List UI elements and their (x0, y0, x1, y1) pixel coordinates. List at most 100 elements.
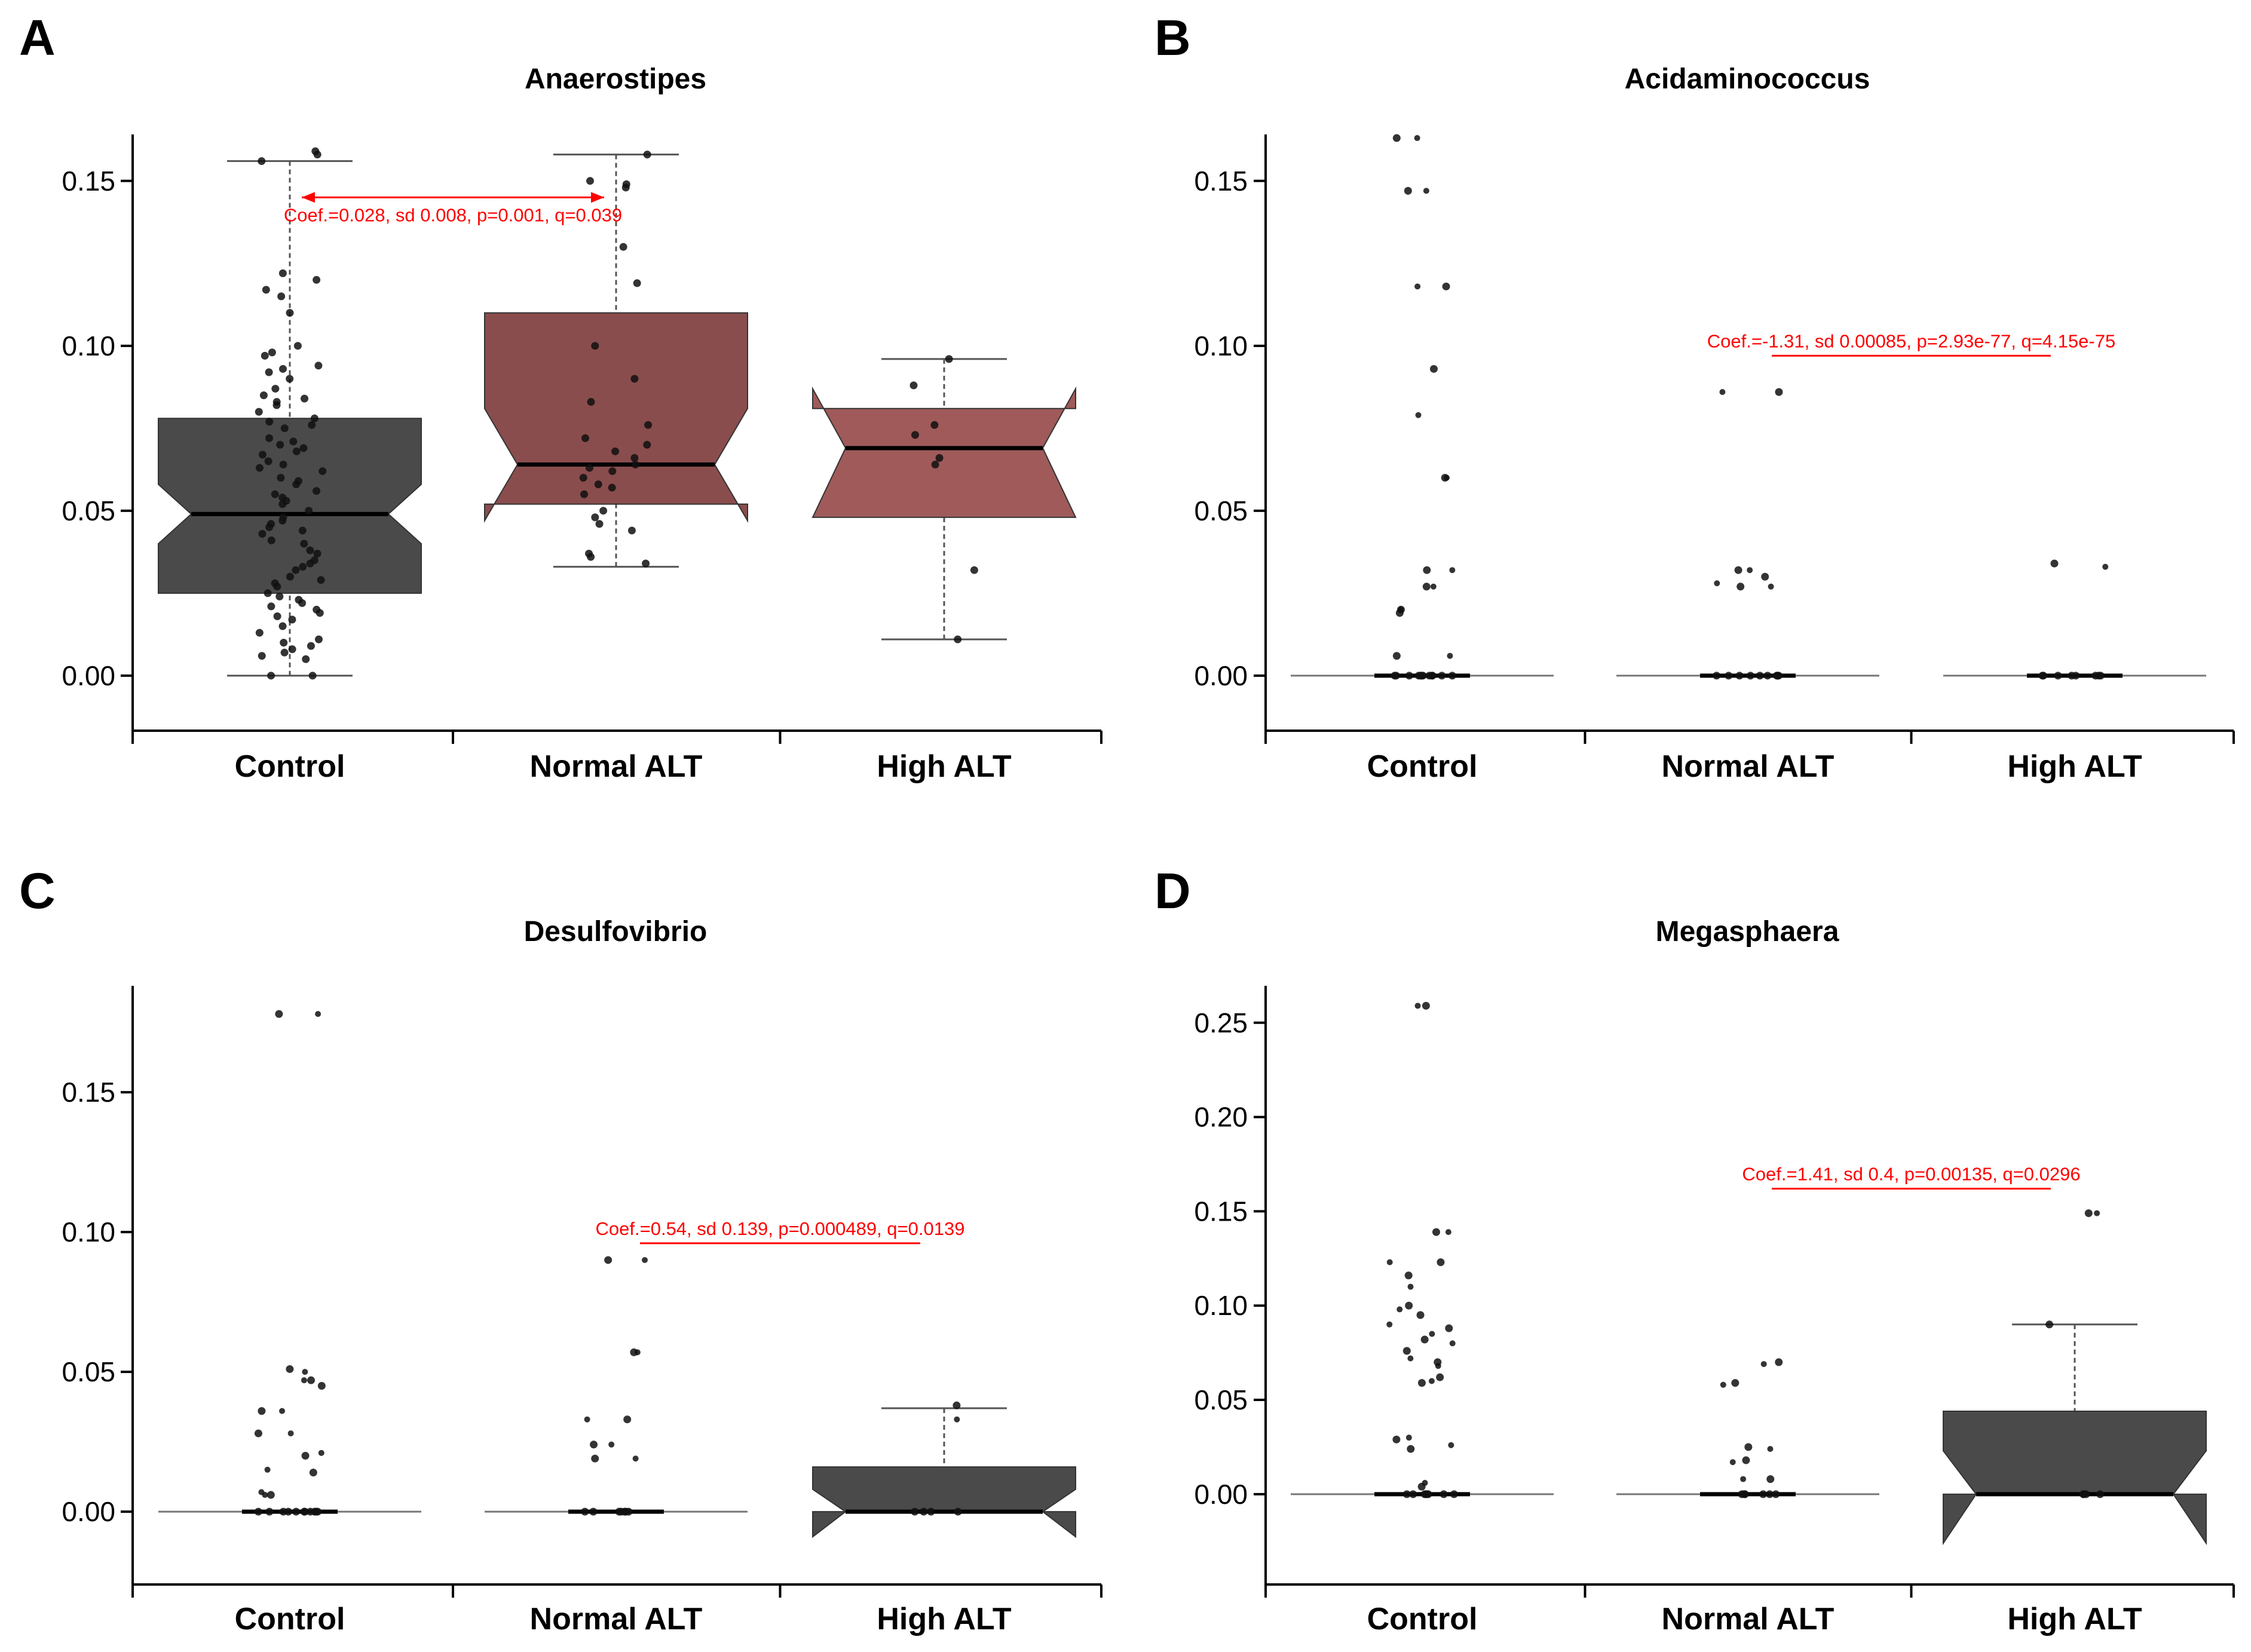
data-point (307, 1376, 316, 1384)
data-point (1417, 1379, 1426, 1387)
data-point (1450, 1490, 1458, 1498)
data-point (920, 1507, 928, 1516)
data-point (264, 1466, 271, 1473)
data-point (1414, 1003, 1421, 1009)
data-point (261, 351, 269, 360)
data-point (1763, 672, 1772, 680)
data-point (317, 1382, 326, 1390)
data-point (268, 348, 276, 357)
data-point (1437, 1258, 1445, 1267)
data-point (587, 398, 595, 406)
data-point (1744, 1443, 1753, 1451)
chart-title: Anaerostipes (525, 63, 706, 95)
data-point (306, 559, 314, 568)
data-point (298, 526, 307, 535)
data-point (276, 440, 284, 449)
data-point (1449, 567, 1456, 574)
data-point (1772, 672, 1781, 680)
data-point (258, 652, 266, 660)
data-point (1448, 1442, 1454, 1448)
data-point (1756, 672, 1764, 680)
data-point (586, 177, 594, 185)
data-point (262, 286, 270, 294)
data-point (1772, 1490, 1780, 1498)
data-point (254, 1429, 262, 1438)
data-point (594, 480, 602, 489)
data-point (935, 454, 944, 462)
data-point (1429, 1331, 1435, 1337)
data-point (1428, 1378, 1435, 1384)
data-point (595, 520, 604, 528)
data-point (262, 1492, 268, 1498)
data-point (1417, 1482, 1426, 1491)
data-point (1396, 1306, 1403, 1313)
x-category-label: High ALT (877, 749, 1012, 784)
data-point (911, 1507, 919, 1516)
data-point (271, 385, 280, 393)
data-point (255, 629, 264, 637)
panels: A Anaerostipes 0.00 0.05 0.10 0.15 Control Norm… (19, 10, 2235, 1636)
data-point (579, 474, 587, 482)
data-point (581, 1507, 589, 1516)
data-point (608, 1441, 615, 1448)
data-point (954, 1507, 962, 1516)
data-point (1407, 1355, 1414, 1362)
y-tick-label: 0.00 (1194, 660, 1248, 691)
data-point (1767, 1446, 1774, 1452)
data-point (1416, 1311, 1425, 1319)
data-point (2080, 1490, 2088, 1498)
x-category-label: Control (235, 1602, 345, 1636)
data-point (255, 464, 264, 472)
data-point (280, 424, 289, 433)
data-point (1768, 583, 1774, 590)
y-tick-label: 0.00 (62, 1496, 115, 1527)
data-point (275, 592, 284, 600)
data-point (1392, 134, 1401, 142)
data-point (970, 566, 978, 574)
data-point (1407, 1283, 1414, 1290)
y-tick-label: 0.15 (62, 165, 115, 197)
data-point (298, 599, 307, 607)
data-point (292, 566, 300, 574)
data-point (287, 1430, 294, 1437)
x-category-label: Control (1367, 749, 1478, 784)
data-point (1447, 652, 1453, 659)
data-point (1719, 389, 1726, 396)
data-point (265, 368, 273, 376)
data-point (299, 563, 307, 571)
data-point (258, 1407, 266, 1415)
x-category-label: Normal ALT (1662, 749, 1835, 784)
annotation-text: Coef.=1.41, sd 0.4, p=0.00135, q=0.0296 (1742, 1164, 2080, 1185)
data-point (1392, 652, 1401, 660)
data-point (1734, 566, 1742, 574)
data-point (1775, 1358, 1783, 1366)
data-point (277, 292, 286, 301)
data-point (258, 450, 267, 459)
data-point (1761, 572, 1769, 581)
data-point (1391, 672, 1399, 680)
data-point (909, 381, 918, 390)
data-point (2054, 672, 2062, 680)
y-tick-label: 0.10 (62, 330, 115, 361)
data-point (313, 275, 321, 284)
data-point (309, 1469, 317, 1477)
data-point (314, 361, 323, 370)
data-point (1448, 672, 1456, 680)
data-point (945, 355, 953, 363)
data-point (604, 1256, 612, 1264)
panel-c: C Desulfovibrio 0.00 0.05 0.10 0.15 Control Nor… (19, 863, 1102, 1636)
data-point (1407, 1445, 1415, 1453)
data-point (1423, 566, 1431, 574)
data-point (317, 576, 325, 584)
data-point (279, 1507, 287, 1516)
box-body (484, 312, 748, 523)
data-point (1747, 567, 1753, 574)
y-tick-label: 0.20 (1194, 1102, 1248, 1133)
data-point (1438, 672, 1446, 680)
data-point (267, 602, 275, 611)
data-point (292, 1507, 300, 1516)
data-point (313, 550, 321, 558)
data-point (275, 1010, 283, 1018)
data-point (318, 1449, 324, 1456)
data-point (313, 487, 321, 495)
